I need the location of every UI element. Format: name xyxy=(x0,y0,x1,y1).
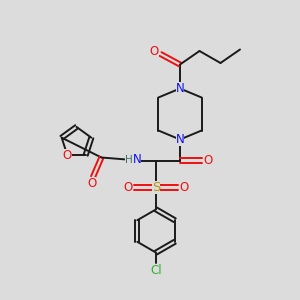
Text: O: O xyxy=(63,148,72,162)
Text: S: S xyxy=(152,181,160,194)
Text: O: O xyxy=(87,177,96,190)
Text: O: O xyxy=(204,154,213,167)
Text: N: N xyxy=(176,133,184,146)
Text: N: N xyxy=(133,153,142,166)
Text: H: H xyxy=(125,154,133,165)
Text: O: O xyxy=(149,44,158,58)
Text: O: O xyxy=(123,181,132,194)
Text: Cl: Cl xyxy=(150,264,162,277)
Text: O: O xyxy=(180,181,189,194)
Text: N: N xyxy=(176,82,184,95)
